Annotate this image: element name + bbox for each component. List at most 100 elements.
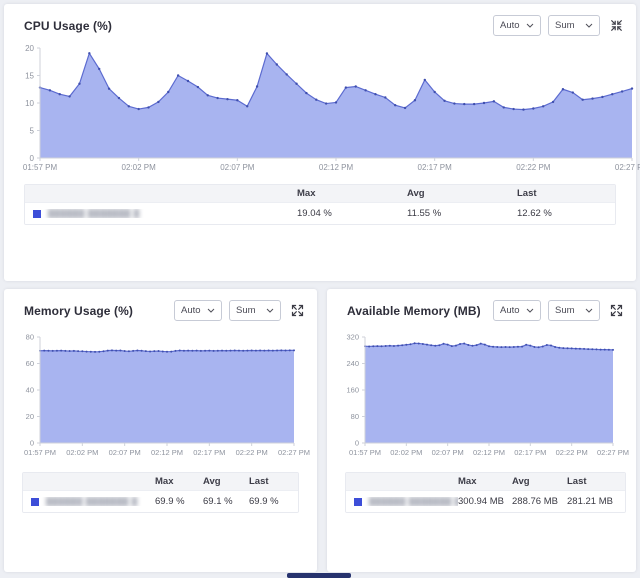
chevron-down-icon — [207, 305, 215, 316]
legend-header-row: Max Avg Last — [346, 473, 625, 490]
aggregation-select-value: Sum — [555, 305, 575, 316]
legend-last-col: Last — [517, 188, 537, 199]
svg-text:0: 0 — [30, 439, 34, 448]
legend-header-row: Max Avg Last — [25, 185, 615, 202]
series-label-redacted: ██████ ███████ █ — [369, 497, 458, 506]
memory-usage-chart[interactable]: 0 20 40 60 80 01:57 PM 02:02 PM 02:07 PM 02:12 P… — [10, 331, 310, 463]
svg-text:02:17 PM: 02:17 PM — [193, 448, 225, 457]
legend-series-row[interactable]: ██████ ███████ █ 69.9 % 69.1 % 69.9 % — [23, 490, 298, 512]
chevron-down-icon — [266, 305, 274, 316]
series-label-redacted: ██████ ███████ █ — [46, 497, 138, 506]
series-avg-value: 11.55 % — [407, 208, 442, 219]
chevron-down-icon — [585, 20, 593, 31]
expand-icon[interactable] — [609, 303, 624, 318]
series-name-cell: ██████ ███████ █ — [23, 497, 155, 506]
aggregation-select[interactable]: Sum — [548, 15, 600, 36]
svg-text:02:07 PM: 02:07 PM — [220, 163, 255, 172]
scale-select[interactable]: Auto — [174, 300, 222, 321]
panel-available-memory: Available Memory (MB) Auto Sum 0 80 160 240… — [327, 289, 636, 572]
aggregation-select-value: Sum — [236, 305, 256, 316]
series-swatch — [33, 209, 41, 218]
svg-text:80: 80 — [351, 412, 359, 421]
svg-text:02:22 PM: 02:22 PM — [236, 448, 268, 457]
series-last-value: 69.9 % — [249, 496, 279, 507]
svg-text:320: 320 — [346, 333, 359, 342]
page-title: Available Memory (MB) — [347, 303, 481, 318]
panel-controls: Auto Sum — [493, 300, 624, 321]
svg-text:80: 80 — [26, 333, 34, 342]
svg-text:15: 15 — [25, 71, 34, 80]
panel-controls: Auto Sum — [174, 300, 305, 321]
panel-header: CPU Usage (%) Auto Sum — [4, 4, 636, 36]
series-swatch — [31, 497, 39, 506]
series-name-cell: ██████ ███████ █ — [25, 209, 297, 218]
scale-select-value: Auto — [181, 305, 201, 316]
svg-text:02:22 PM: 02:22 PM — [516, 163, 551, 172]
legend-avg-col: Avg — [407, 188, 425, 199]
svg-text:01:57 PM: 01:57 PM — [23, 163, 58, 172]
series-max-value: 69.9 % — [155, 496, 185, 507]
legend-table: Max Avg Last ██████ ███████ █ 300.94 MB … — [345, 472, 626, 513]
svg-text:01:57 PM: 01:57 PM — [24, 448, 56, 457]
expand-icon[interactable] — [290, 303, 305, 318]
panel-controls: Auto Sum — [493, 15, 624, 36]
page-title: CPU Usage (%) — [24, 18, 112, 33]
series-avg-value: 69.1 % — [203, 496, 233, 507]
series-swatch — [354, 497, 362, 506]
scale-select[interactable]: Auto — [493, 15, 541, 36]
svg-text:5: 5 — [30, 126, 35, 135]
legend-avg-col: Avg — [512, 476, 530, 487]
svg-text:0: 0 — [355, 439, 359, 448]
svg-text:02:02 PM: 02:02 PM — [66, 448, 98, 457]
aggregation-select[interactable]: Sum — [548, 300, 600, 321]
svg-text:02:12 PM: 02:12 PM — [473, 448, 505, 457]
legend-series-row[interactable]: ██████ ███████ █ 19.04 % 11.55 % 12.62 % — [25, 202, 615, 224]
page-title: Memory Usage (%) — [24, 303, 133, 318]
horizontal-scrollbar-thumb[interactable] — [287, 573, 351, 578]
series-last-value: 281.21 MB — [567, 496, 613, 507]
legend-last-col: Last — [249, 476, 269, 487]
legend-header-row: Max Avg Last — [23, 473, 298, 490]
collapse-icon[interactable] — [609, 18, 624, 33]
series-avg-value: 288.76 MB — [512, 496, 558, 507]
svg-text:02:02 PM: 02:02 PM — [122, 163, 157, 172]
legend-avg-col: Avg — [203, 476, 221, 487]
svg-text:02:02 PM: 02:02 PM — [390, 448, 422, 457]
chevron-down-icon — [526, 305, 534, 316]
series-last-value: 12.62 % — [517, 208, 552, 219]
scale-select[interactable]: Auto — [493, 300, 541, 321]
svg-text:02:07 PM: 02:07 PM — [432, 448, 464, 457]
svg-text:60: 60 — [26, 359, 34, 368]
panel-memory-usage: Memory Usage (%) Auto Sum 0 20 40 60 80 01:57… — [4, 289, 317, 572]
chevron-down-icon — [585, 305, 593, 316]
svg-text:01:57 PM: 01:57 PM — [349, 448, 381, 457]
scale-select-value: Auto — [500, 305, 520, 316]
svg-text:02:12 PM: 02:12 PM — [319, 163, 354, 172]
panel-header: Available Memory (MB) Auto Sum — [327, 289, 636, 321]
svg-text:240: 240 — [346, 359, 359, 368]
legend-table: Max Avg Last ██████ ███████ █ 19.04 % 11… — [24, 184, 616, 225]
panel-cpu-usage: CPU Usage (%) Auto Sum 0 5 10 15 20 01:57 PM 0… — [4, 4, 640, 281]
available-memory-chart[interactable]: 0 80 160 240 320 01:57 PM 02:02 PM 02:07 PM 02:1… — [331, 331, 629, 463]
cpu-usage-chart[interactable]: 0 5 10 15 20 01:57 PM 02:02 PM 02:07 PM 02:12 PM… — [14, 42, 640, 178]
svg-text:02:07 PM: 02:07 PM — [109, 448, 141, 457]
scale-select-value: Auto — [500, 20, 520, 31]
series-name-cell: ██████ ███████ █ — [346, 497, 458, 506]
svg-text:02:27 PM: 02:27 PM — [615, 163, 640, 172]
svg-text:20: 20 — [26, 412, 34, 421]
svg-text:40: 40 — [26, 386, 34, 395]
aggregation-select[interactable]: Sum — [229, 300, 281, 321]
svg-text:02:17 PM: 02:17 PM — [514, 448, 546, 457]
svg-text:160: 160 — [346, 386, 359, 395]
svg-text:10: 10 — [25, 99, 34, 108]
legend-table: Max Avg Last ██████ ███████ █ 69.9 % 69.… — [22, 472, 299, 513]
svg-text:02:17 PM: 02:17 PM — [418, 163, 453, 172]
legend-max-col: Max — [458, 476, 477, 487]
legend-series-row[interactable]: ██████ ███████ █ 300.94 MB 288.76 MB 281… — [346, 490, 625, 512]
panel-header: Memory Usage (%) Auto Sum — [4, 289, 317, 321]
svg-text:02:22 PM: 02:22 PM — [556, 448, 588, 457]
legend-last-col: Last — [567, 476, 587, 487]
aggregation-select-value: Sum — [555, 20, 575, 31]
svg-text:02:27 PM: 02:27 PM — [597, 448, 629, 457]
legend-max-col: Max — [297, 188, 316, 199]
